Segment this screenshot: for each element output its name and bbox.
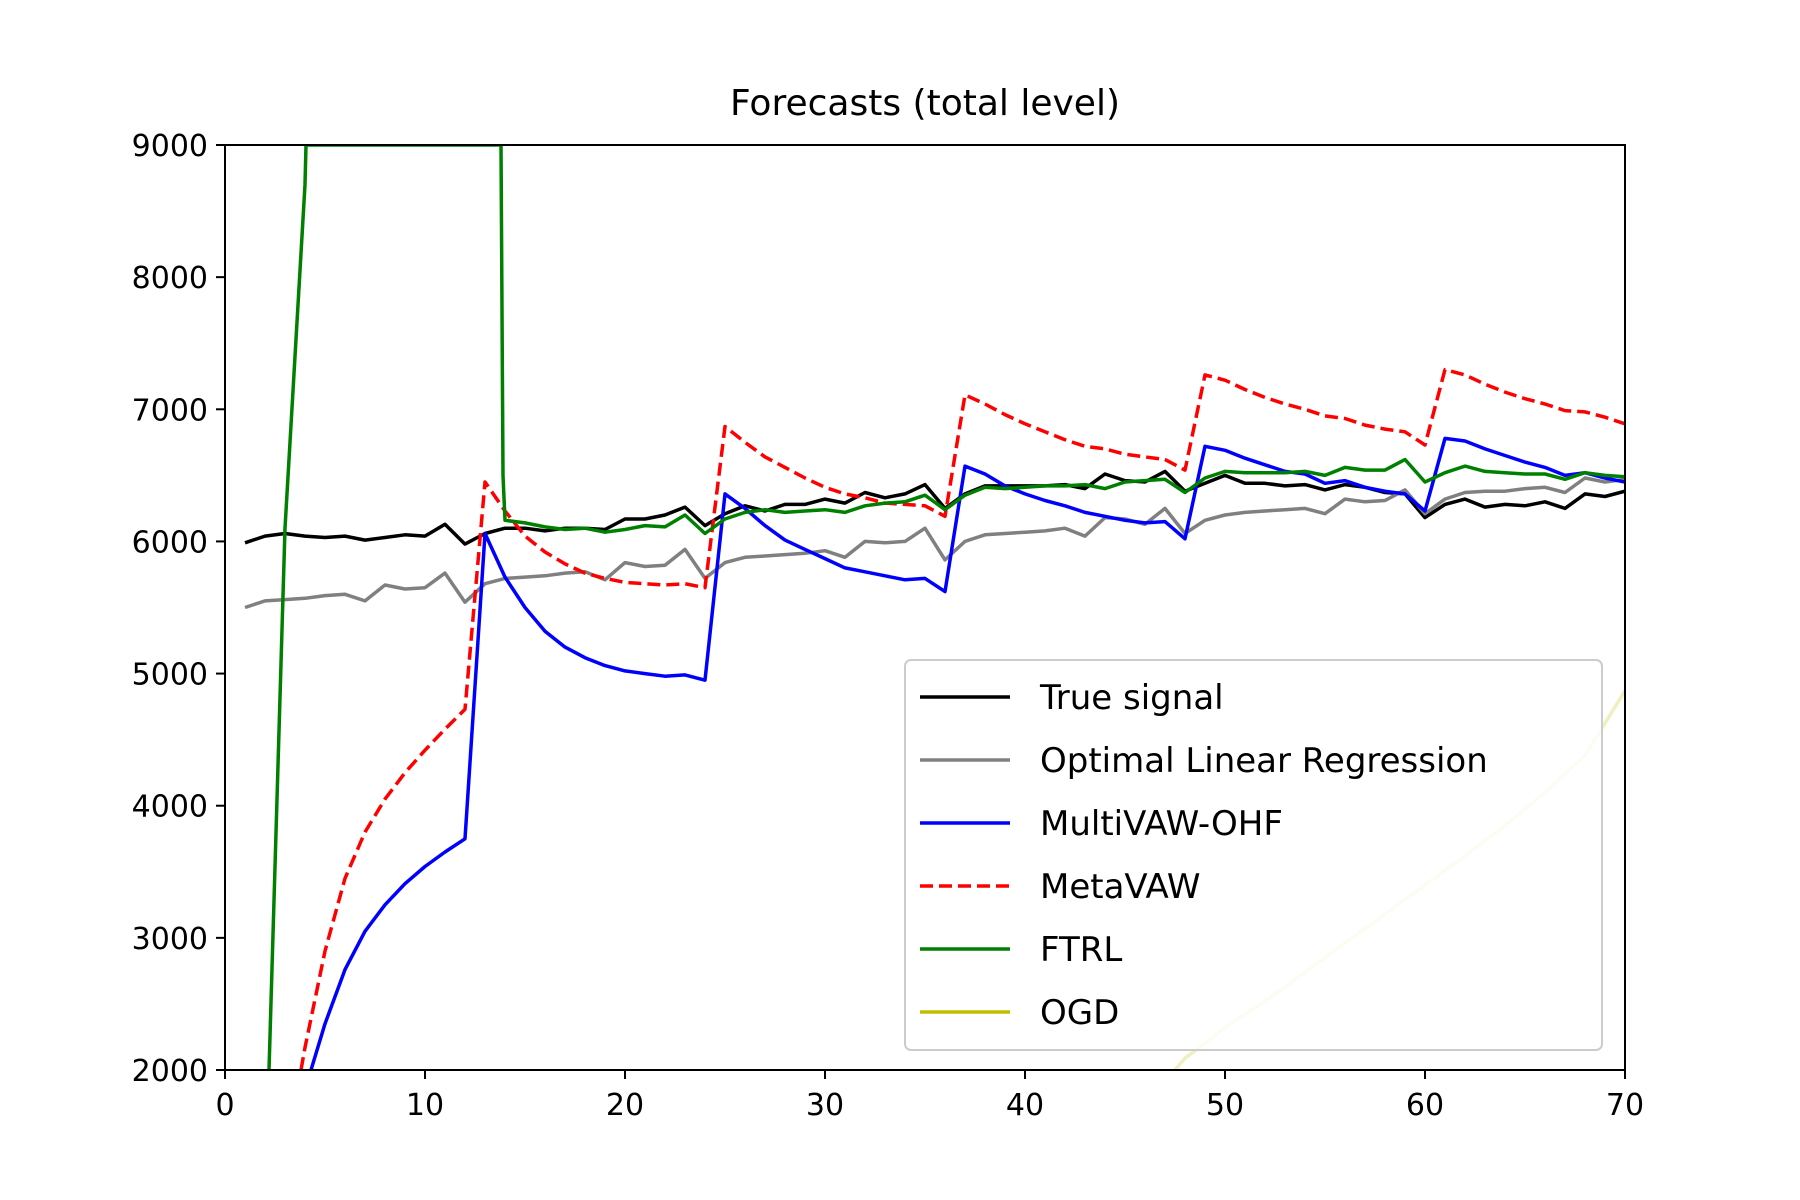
legend-label: OGD [1040, 993, 1119, 1033]
y-tick-label: 7000 [132, 393, 208, 428]
x-tick-label: 0 [215, 1088, 234, 1123]
series-line-multivaw-ohf [309, 436, 1625, 1070]
y-tick-label: 5000 [132, 658, 208, 693]
y-tick-label: 6000 [132, 525, 208, 560]
y-tick-label: 9000 [132, 129, 208, 164]
legend-label: MultiVAW-OHF [1040, 804, 1283, 844]
x-axis: 0 10 20 30 40 50 60 70 [215, 1070, 1644, 1123]
legend-label: Optimal Linear Regression [1040, 741, 1488, 781]
y-tick-label: 2000 [132, 1054, 208, 1089]
legend: True signal Optimal Linear Regression Mult… [904, 659, 1603, 1051]
series-line-metavaw [299, 367, 1625, 1070]
x-tick-label: 10 [406, 1088, 444, 1123]
legend-box [904, 659, 1603, 1051]
x-tick-label: 40 [1006, 1088, 1044, 1123]
y-axis: 2000 3000 4000 5000 6000 7000 8000 9000 [132, 129, 225, 1089]
y-tick-label: 8000 [132, 261, 208, 296]
y-tick-label: 4000 [132, 790, 208, 825]
legend-label: True signal [1039, 678, 1224, 718]
x-tick-label: 50 [1206, 1088, 1244, 1123]
x-tick-label: 60 [1406, 1088, 1444, 1123]
y-tick-label: 3000 [132, 922, 208, 957]
x-tick-label: 20 [606, 1088, 644, 1123]
legend-label: MetaVAW [1040, 867, 1201, 907]
series-line-ftrl [267, 145, 1625, 1070]
plot-frame [224, 144, 1626, 1071]
x-tick-label: 30 [806, 1088, 844, 1123]
chart-title: Forecasts (total level) [730, 83, 1120, 124]
legend-label: FTRL [1040, 930, 1122, 970]
x-tick-label: 70 [1606, 1088, 1644, 1123]
